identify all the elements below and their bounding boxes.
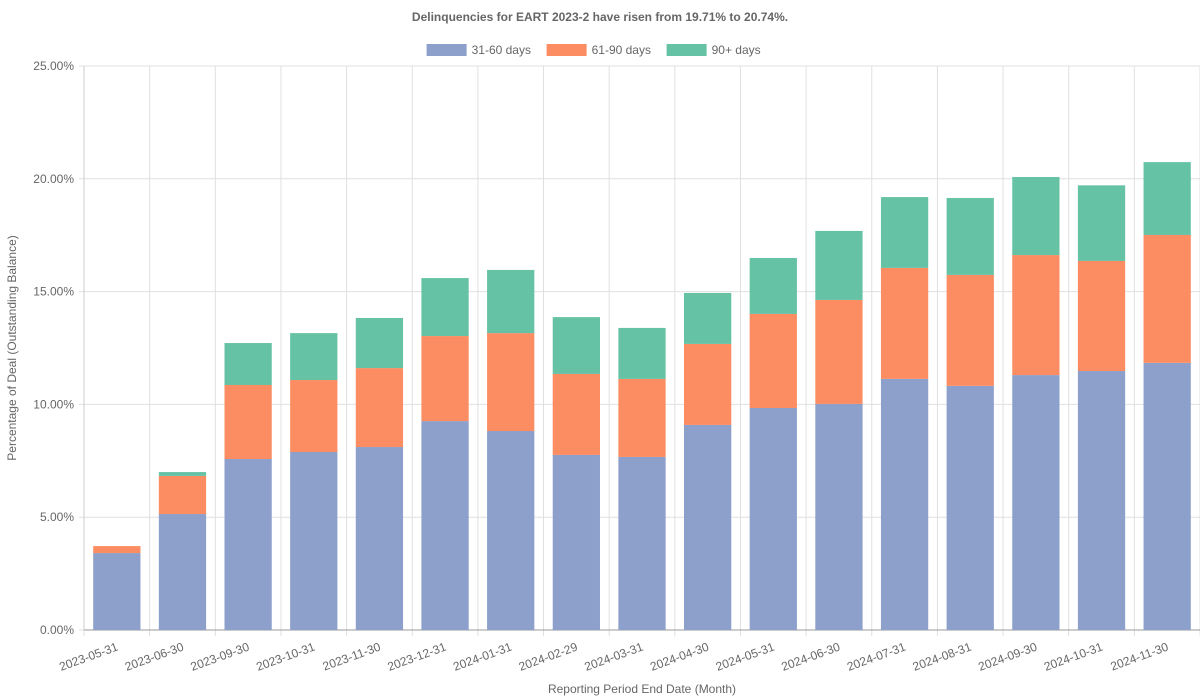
bar-segment (355, 447, 404, 630)
bar-segment (946, 385, 994, 630)
bar-segment (1077, 371, 1126, 630)
y-tick-label: 5.00% (40, 510, 74, 524)
bar-segment (93, 553, 141, 630)
x-tick-label: 2024-01-31 (451, 640, 514, 674)
x-tick-label: 2024-05-31 (714, 640, 777, 674)
bar-segment (880, 197, 929, 268)
bar-segment (749, 408, 797, 630)
bar-segment (552, 373, 600, 455)
x-tick-label: 2024-10-31 (1042, 640, 1105, 674)
x-axis-title: Reporting Period End Date (Month) (548, 682, 736, 696)
bar-segment (290, 333, 338, 381)
bar-segment (815, 230, 863, 300)
bar-segment (487, 333, 535, 432)
y-tick-label: 20.00% (33, 172, 74, 186)
bar-segment (1012, 375, 1060, 630)
bar-segment (880, 378, 929, 630)
bar-segment (946, 197, 994, 275)
bar-segment (618, 378, 666, 457)
bar-segment (815, 403, 863, 630)
bar-segment (158, 514, 207, 630)
bar-segment (158, 475, 207, 515)
bar-segment (1077, 260, 1126, 372)
x-tick-label: 2024-06-30 (779, 640, 842, 674)
bar-segment (290, 380, 338, 453)
legend-label: 31-60 days (472, 43, 531, 57)
legend-swatch (666, 44, 707, 56)
x-tick-label: 2024-07-31 (845, 640, 908, 674)
bar-segment (815, 299, 863, 404)
bar-segment (684, 343, 732, 425)
bar-segment (355, 317, 404, 369)
x-tick-label: 2024-02-29 (517, 640, 580, 674)
y-axis-title: Percentage of Deal (Outstanding Balance) (5, 235, 19, 460)
legend-swatch (426, 44, 467, 56)
x-tick-label: 2023-05-31 (57, 640, 120, 674)
bar-segment (421, 336, 469, 422)
bar-segment (552, 454, 600, 630)
x-tick-label: 2024-08-31 (911, 640, 974, 674)
legend-label: 61-90 days (592, 43, 651, 57)
x-tick-label: 2023-11-30 (321, 640, 383, 674)
bar-segment (290, 452, 338, 630)
y-tick-label: 10.00% (33, 397, 74, 411)
bar-segment (1012, 255, 1060, 376)
y-tick-label: 0.00% (40, 623, 74, 637)
x-tick-label: 2024-04-30 (648, 640, 711, 674)
y-tick-label: 15.00% (33, 285, 74, 299)
bar-segment (1012, 176, 1060, 256)
bar-segment (1143, 234, 1191, 363)
bar-segment (618, 327, 666, 379)
bar-segment (618, 456, 666, 630)
bar-segment (224, 343, 272, 385)
legend-swatch (546, 44, 587, 56)
bar-segment (684, 424, 732, 630)
bar-segment (421, 278, 469, 337)
bar-segment (224, 458, 272, 630)
bar-segment (946, 274, 994, 386)
x-tick-label: 2023-09-30 (189, 640, 252, 674)
bar-segment (355, 368, 404, 448)
bar-segment (487, 269, 535, 334)
bar-segment (1077, 185, 1126, 261)
bar-segment (749, 257, 797, 314)
bar-segment (158, 472, 207, 476)
legend-label: 90+ days (712, 43, 761, 57)
x-tick-label: 2023-10-31 (254, 640, 317, 674)
chart-title: Delinquencies for EART 2023-2 have risen… (412, 10, 788, 24)
bar-segment (93, 546, 141, 554)
x-tick-label: 2024-09-30 (976, 640, 1039, 674)
bar-segment (749, 313, 797, 409)
x-tick-label: 2024-03-31 (583, 640, 646, 674)
bar-segment (1143, 162, 1191, 235)
x-tick-label: 2024-11-30 (1109, 640, 1171, 674)
x-tick-label: 2023-12-31 (386, 640, 449, 674)
bar-segment (684, 292, 732, 344)
bar-segment (880, 267, 929, 379)
bar-segment (1143, 362, 1191, 630)
bar-segment (224, 384, 272, 459)
x-tick-label: 2023-06-30 (123, 640, 186, 674)
bar-segment (421, 421, 469, 630)
bar-segment (487, 431, 535, 630)
y-tick-label: 25.00% (33, 59, 74, 73)
bar-segment (552, 317, 600, 374)
